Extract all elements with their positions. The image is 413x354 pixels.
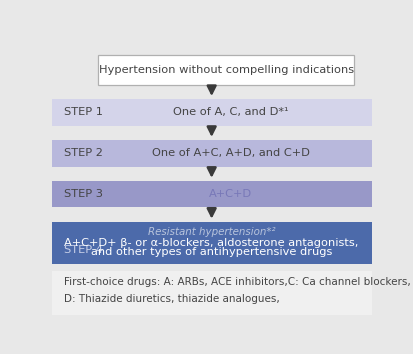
Text: and other types of antihypertensive drugs: and other types of antihypertensive drug… <box>91 247 332 257</box>
Text: STEP 1: STEP 1 <box>64 107 103 117</box>
Text: One of A, C, and D*¹: One of A, C, and D*¹ <box>173 107 289 117</box>
Bar <box>52 222 372 264</box>
Text: STEP 2: STEP 2 <box>64 148 103 158</box>
Text: Hypertension without compelling indications: Hypertension without compelling indicati… <box>99 65 354 75</box>
Bar <box>52 140 372 166</box>
Bar <box>98 55 354 85</box>
Text: One of A+C, A+D, and C+D: One of A+C, A+D, and C+D <box>152 148 310 158</box>
Text: A+C+D: A+C+D <box>209 189 252 199</box>
Text: D: Thiazide diuretics, thiazide analogues,: D: Thiazide diuretics, thiazide analogue… <box>64 294 280 304</box>
Bar <box>52 272 372 315</box>
Text: Resistant hypertension*²: Resistant hypertension*² <box>148 227 275 237</box>
Bar <box>52 99 372 126</box>
Text: First-choice drugs: A: ARBs, ACE inhibitors,C: Ca channel blockers,: First-choice drugs: A: ARBs, ACE inhibit… <box>64 277 411 287</box>
Text: A+C+D+ β- or α-blockers, aldosterone antagonists,: A+C+D+ β- or α-blockers, aldosterone ant… <box>64 238 359 248</box>
Text: STEP 4: STEP 4 <box>64 245 103 255</box>
Bar <box>52 181 372 207</box>
Text: STEP 3: STEP 3 <box>64 189 103 199</box>
